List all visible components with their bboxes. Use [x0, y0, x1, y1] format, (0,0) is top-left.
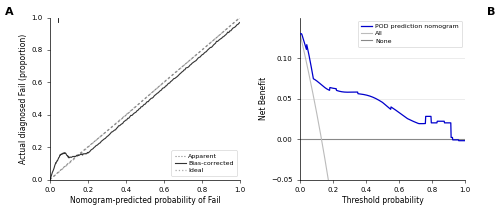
Legend: POD prediction nomogram, All, None: POD prediction nomogram, All, None: [358, 21, 462, 47]
X-axis label: Nomogram-predicted probability of Fail: Nomogram-predicted probability of Fail: [70, 196, 220, 205]
Text: B: B: [486, 7, 495, 17]
Y-axis label: Actual diagnosed Fail (proportion): Actual diagnosed Fail (proportion): [20, 34, 28, 164]
Legend: Apparent, Bias-corrected, Ideal: Apparent, Bias-corrected, Ideal: [172, 150, 237, 177]
Y-axis label: Net Benefit: Net Benefit: [259, 77, 268, 120]
X-axis label: Threshold probability: Threshold probability: [342, 196, 423, 205]
Text: A: A: [5, 7, 14, 17]
